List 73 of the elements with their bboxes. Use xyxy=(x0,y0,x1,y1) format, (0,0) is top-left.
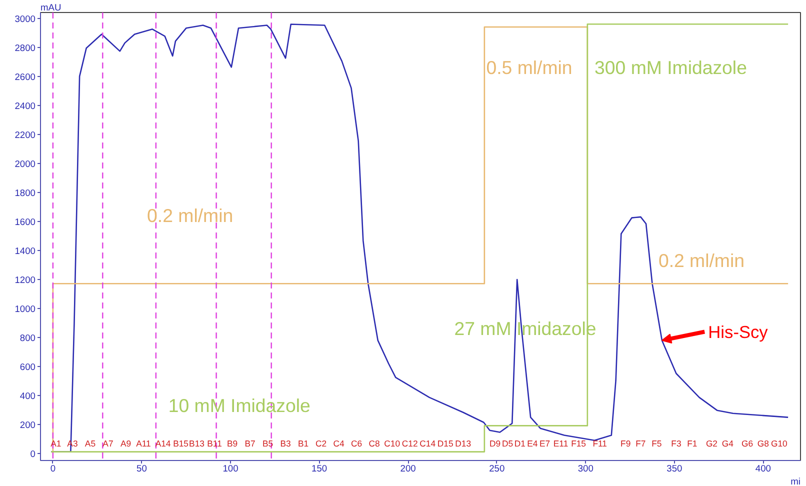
annotation: A9 xyxy=(120,438,132,448)
annotation: G10 xyxy=(771,438,788,448)
annotation: B3 xyxy=(280,438,292,448)
annotation: C10 xyxy=(384,438,400,448)
annotation: G2 xyxy=(706,438,718,448)
annotation: D13 xyxy=(455,438,472,448)
y-tick-label: 3000 xyxy=(14,14,36,24)
annotation: B9 xyxy=(226,438,238,448)
annotation: B11 xyxy=(207,438,222,448)
annotation: E7 xyxy=(540,438,550,448)
x-tick-label: 350 xyxy=(666,464,682,474)
annotation: B13 xyxy=(189,438,205,448)
x-tick-label: 150 xyxy=(312,464,328,474)
annotation: D15 xyxy=(437,438,454,448)
annotation: B15 xyxy=(173,438,189,448)
annotation: F1 xyxy=(687,438,698,448)
y-tick-label: 800 xyxy=(20,332,36,343)
y-tick-label: 1200 xyxy=(14,274,36,285)
x-tick-label: 200 xyxy=(400,464,416,474)
x-tick-label: 250 xyxy=(489,464,505,474)
annotation: 0.5 ml/min xyxy=(486,57,572,78)
annotation: G8 xyxy=(757,438,770,448)
annotation: C2 xyxy=(316,438,327,448)
annotation: E4 xyxy=(527,438,538,448)
annotation: G4 xyxy=(722,438,734,448)
annotation: 0.2 ml/min xyxy=(658,250,745,271)
annotation: F9 xyxy=(620,438,631,448)
y-tick-label: 1600 xyxy=(14,216,36,227)
x-tick-label: 100 xyxy=(222,464,238,474)
annotation: A11 xyxy=(136,438,152,448)
y-tick-label: 2200 xyxy=(14,130,36,140)
y-tick-label: 2000 xyxy=(14,158,36,169)
annotation: A5 xyxy=(84,438,96,448)
y-tick-label: 1000 xyxy=(14,304,36,314)
annotation: C12 xyxy=(402,438,418,448)
annotation: B5 xyxy=(262,438,274,448)
x-tick-label: 50 xyxy=(136,464,147,474)
annotation: D1 xyxy=(514,438,526,448)
annotation: D5 xyxy=(502,438,514,448)
y-tick-label: 1400 xyxy=(14,246,36,256)
x-axis-title: mi xyxy=(790,476,800,486)
annotation: 0.2 ml/min xyxy=(147,204,234,226)
annotation: F5 xyxy=(652,438,662,448)
y-tick-label: 2800 xyxy=(14,42,36,53)
annotation: His-Scy xyxy=(708,322,768,342)
x-tick-label: 0 xyxy=(50,464,56,474)
y-axis-title: mAU xyxy=(40,2,62,12)
annotation: C14 xyxy=(420,438,436,448)
y-tick-label: 0 xyxy=(30,448,36,459)
annotation: D9 xyxy=(490,438,501,448)
annotation: A14 xyxy=(155,438,171,448)
x-tick-label: 400 xyxy=(755,464,772,474)
annotation: C8 xyxy=(368,438,380,448)
y-tick-label: 2600 xyxy=(14,72,36,82)
annotation: 10 mM Imidazole xyxy=(168,394,310,416)
annotation: 300 mM Imidazole xyxy=(594,57,747,78)
y-tick-label: 400 xyxy=(20,390,36,401)
annotation: B1 xyxy=(298,438,309,448)
annotation: F15 xyxy=(571,438,586,448)
annotation: F3 xyxy=(671,438,682,448)
annotation: E11 xyxy=(553,438,568,448)
annotation: F7 xyxy=(636,438,646,448)
y-tick-label: 2400 xyxy=(14,100,36,111)
annotation: A7 xyxy=(102,438,114,448)
y-tick-label: 1800 xyxy=(14,188,36,198)
x-tick-label: 300 xyxy=(578,464,594,474)
annotation: B7 xyxy=(244,438,256,448)
y-tick-label: 600 xyxy=(20,362,36,372)
annotation: G6 xyxy=(741,438,754,448)
annotation: C4 xyxy=(333,438,345,448)
annotation: C6 xyxy=(351,438,362,448)
y-tick-label: 200 xyxy=(20,420,36,430)
annotation: F11 xyxy=(592,438,608,448)
